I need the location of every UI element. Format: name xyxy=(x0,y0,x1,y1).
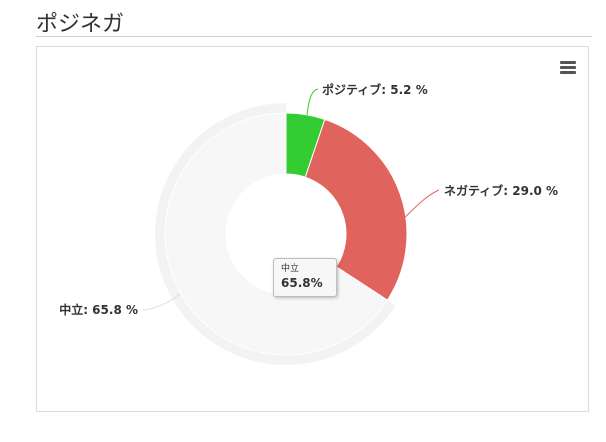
data-label: ポジティブ: 5.2 % xyxy=(322,82,428,97)
title-divider xyxy=(36,36,592,37)
data-label-connector xyxy=(399,189,440,223)
data-label-connector xyxy=(306,88,319,116)
data-labels: ポジティブ: 5.2 % ネガティブ: 29.0 % 中立: 65.8 % xyxy=(59,82,558,317)
tooltip-value: 65.8% xyxy=(281,276,323,290)
data-label-connector xyxy=(142,293,181,311)
chart-menu-button[interactable] xyxy=(556,58,580,78)
donut-slices xyxy=(155,103,408,366)
page-title: ポジネガ xyxy=(36,12,125,37)
donut-slice-1[interactable] xyxy=(304,118,408,301)
data-label-connectors xyxy=(142,88,440,311)
data-label: ネガティブ: 29.0 % xyxy=(444,183,558,198)
data-label: 中立: 65.8 % xyxy=(59,302,138,317)
chart-tooltip: 中立 65.8% xyxy=(273,258,337,297)
tooltip-label: 中立 xyxy=(281,264,300,274)
hamburger-menu-icon xyxy=(560,61,576,64)
